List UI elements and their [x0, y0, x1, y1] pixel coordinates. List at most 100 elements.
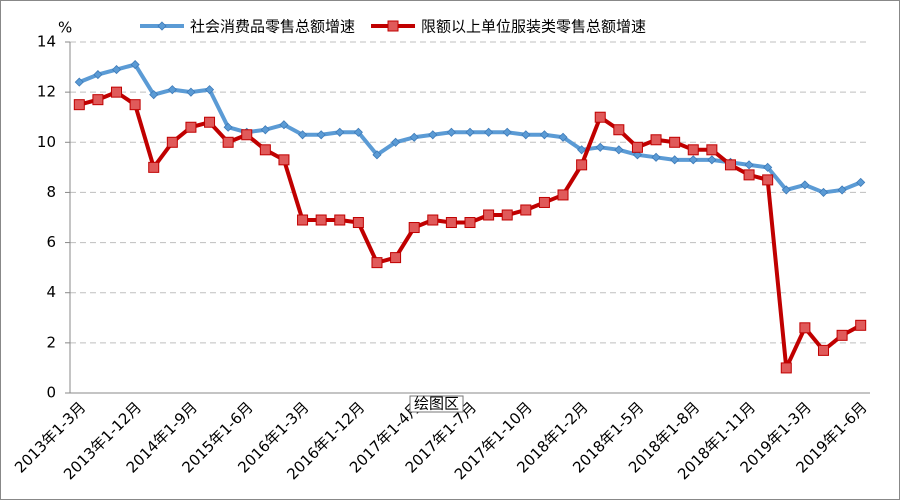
point: [576, 159, 588, 171]
point: [706, 144, 718, 156]
point: [204, 85, 215, 95]
point: [539, 130, 549, 140]
point: [445, 217, 457, 229]
point: [186, 87, 196, 97]
point: [335, 127, 345, 137]
point: [743, 169, 755, 181]
point: [297, 130, 308, 140]
point: [464, 217, 476, 229]
point: [483, 209, 495, 221]
point: [670, 155, 680, 165]
annotation: 绘图区: [414, 395, 459, 413]
point: [669, 136, 681, 148]
point: [130, 59, 140, 70]
point: [855, 319, 867, 331]
point: [836, 329, 848, 341]
y-tick-label: 10: [37, 133, 56, 151]
point: [334, 214, 346, 226]
point: [631, 141, 643, 153]
point: [279, 120, 289, 130]
point: [111, 65, 122, 75]
point: [148, 161, 160, 173]
point: [167, 85, 177, 95]
point: [651, 152, 661, 162]
point: [408, 222, 420, 234]
point: [521, 130, 531, 140]
point: [632, 150, 643, 160]
point: [446, 127, 456, 137]
point: [595, 142, 605, 152]
point: [502, 127, 512, 137]
point: [297, 214, 309, 226]
point: [241, 129, 253, 141]
point: [762, 174, 774, 186]
y-tick-label: 14: [37, 33, 56, 51]
point: [837, 185, 847, 195]
point: [391, 137, 401, 147]
point: [111, 86, 123, 98]
point: [427, 214, 439, 226]
y-tick-label: 12: [37, 83, 56, 101]
point: [558, 132, 568, 142]
point: [428, 130, 438, 140]
point: [185, 121, 197, 133]
y-tick-label: 4: [46, 283, 56, 301]
point: [818, 187, 829, 197]
point: [73, 99, 85, 111]
point: [149, 90, 159, 100]
point: [278, 154, 290, 166]
point: [409, 132, 419, 142]
legend-label: 社会消费品零售总额增速: [190, 18, 355, 36]
point: [799, 322, 811, 334]
point: [157, 21, 167, 31]
point: [223, 122, 233, 132]
point: [688, 155, 698, 165]
point: [577, 145, 587, 155]
point: [93, 70, 103, 80]
point: [781, 185, 791, 195]
point: [353, 127, 363, 137]
y-tick-label: 0: [46, 384, 56, 402]
point: [129, 99, 141, 111]
point: [744, 160, 754, 170]
point: [780, 362, 792, 374]
point: [856, 177, 866, 187]
point: [594, 111, 606, 123]
point: [724, 159, 736, 171]
legend-label: 限额以上单位服装类零售总额增速: [421, 18, 646, 36]
point: [557, 189, 569, 201]
point: [800, 180, 810, 190]
y-unit: %: [58, 19, 72, 37]
point: [520, 204, 532, 216]
point: [650, 134, 662, 146]
point: [372, 150, 382, 160]
point: [687, 144, 699, 156]
point: [387, 20, 399, 32]
point: [390, 252, 402, 264]
point: [316, 130, 326, 140]
point: [166, 136, 178, 148]
point: [222, 136, 234, 148]
point: [74, 77, 84, 87]
point: [501, 209, 513, 221]
point: [92, 94, 104, 106]
point: [371, 257, 383, 269]
point: [315, 214, 327, 226]
point: [465, 127, 475, 137]
annotation-box: [409, 395, 464, 413]
point: [707, 155, 717, 165]
point: [538, 196, 550, 208]
y-tick-label: 2: [46, 333, 56, 351]
point: [817, 344, 829, 356]
point: [484, 127, 494, 137]
point: [614, 145, 624, 155]
point: [763, 162, 773, 172]
y-tick-label: 8: [46, 183, 56, 201]
point: [352, 217, 364, 229]
point: [259, 144, 271, 156]
point: [260, 125, 270, 135]
y-tick-label: 6: [46, 233, 56, 251]
point: [613, 124, 625, 136]
